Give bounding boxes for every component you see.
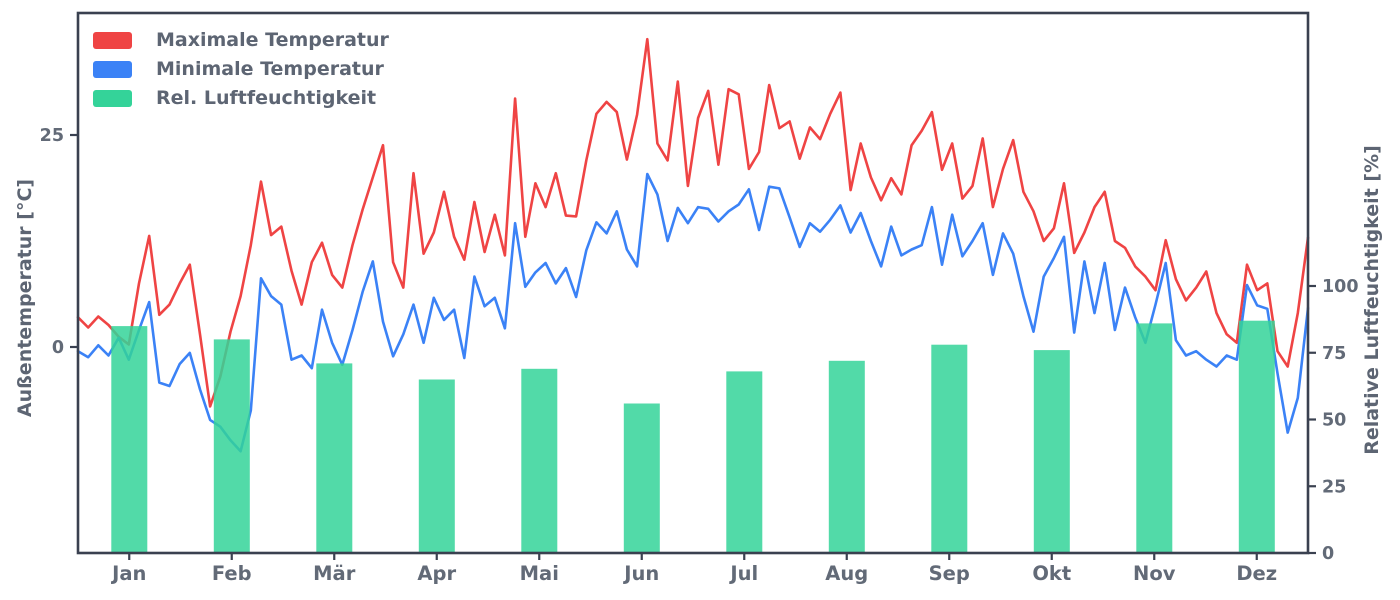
legend-item-humidity: Rel. Luftfeuchtigkeit xyxy=(93,87,389,109)
right-tick-label-50: 50 xyxy=(1322,411,1346,431)
x-tick-label-Mai: Mai xyxy=(520,562,559,585)
humidity-bar-Aug xyxy=(828,360,865,553)
humidity-bar-Jul xyxy=(726,371,763,553)
right-tick-label-0: 0 xyxy=(1322,544,1334,564)
left-axis-title: Außentemperatur [°C] xyxy=(14,178,36,418)
legend-label-min-temp: Minimale Temperatur xyxy=(156,58,384,80)
humidity-bar-Feb xyxy=(213,339,250,553)
x-tick-label-Apr: Apr xyxy=(417,562,456,585)
x-tick-label-Jul: Jul xyxy=(728,562,758,585)
x-tick-label-Jun: Jun xyxy=(622,562,659,585)
legend-label-max-temp: Maximale Temperatur xyxy=(156,29,389,51)
left-tick-label-25: 25 xyxy=(40,126,64,146)
plot-frame xyxy=(76,11,1310,555)
left-tick-label-0: 0 xyxy=(52,338,64,358)
humidity-bar-Dez xyxy=(1238,320,1275,553)
legend-swatch-humidity-icon xyxy=(93,89,132,107)
x-tick-label-Sep: Sep xyxy=(929,562,970,585)
humidity-bar-Apr xyxy=(418,379,455,553)
right-axis-title: Relative Luftfeuchtigkeit [%] xyxy=(1361,145,1383,455)
humidity-bar-Sep xyxy=(931,344,968,553)
humidity-bar-Okt xyxy=(1033,350,1070,553)
x-tick-label-Jan: Jan xyxy=(110,562,146,585)
legend-label-humidity: Rel. Luftfeuchtigkeit xyxy=(156,87,377,109)
humidity-bar-Mai xyxy=(521,368,558,553)
legend-item-max-temp: Maximale Temperatur xyxy=(93,29,389,51)
x-tick-label-Aug: Aug xyxy=(825,562,868,585)
legend-swatch-max-temp-icon xyxy=(93,31,132,49)
max-temp-line xyxy=(76,37,1310,408)
legend: Maximale Temperatur Minimale Temperatur … xyxy=(93,31,389,118)
humidity-bar-Jun xyxy=(623,403,660,553)
humidity-bar-Nov xyxy=(1136,323,1173,553)
humidity-bar-Jan xyxy=(111,326,148,553)
right-tick-label-75: 75 xyxy=(1322,344,1346,364)
right-tick-label-100: 100 xyxy=(1322,277,1359,297)
x-tick-label-Okt: Okt xyxy=(1032,562,1071,585)
min-temp-line xyxy=(76,172,1310,453)
legend-swatch-min-temp-icon xyxy=(93,60,132,78)
right-tick-label-25: 25 xyxy=(1322,477,1346,497)
legend-item-min-temp: Minimale Temperatur xyxy=(93,58,389,80)
x-tick-label-Dez: Dez xyxy=(1236,562,1277,585)
x-tick-label-Feb: Feb xyxy=(212,562,252,585)
x-tick-label-Nov: Nov xyxy=(1133,562,1176,585)
humidity-bar-Mär xyxy=(316,363,353,553)
x-tick-label-Mär: Mär xyxy=(313,562,356,585)
